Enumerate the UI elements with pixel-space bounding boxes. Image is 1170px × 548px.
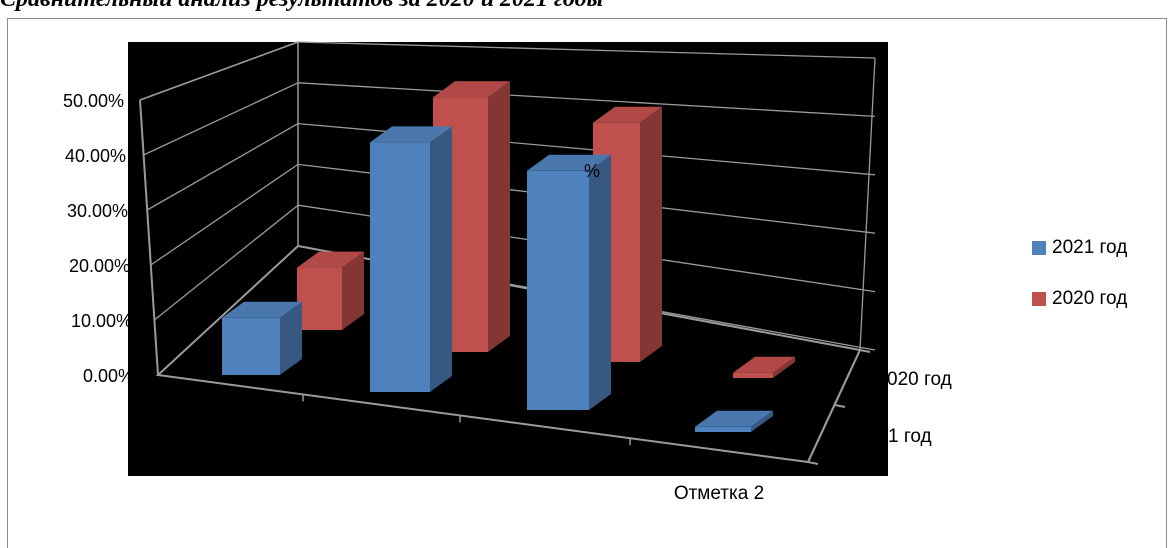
y-tick-label: 40.00%	[65, 146, 126, 166]
legend-label-2021: 2021 год	[1052, 237, 1128, 258]
y-tick-label: 10.00%	[71, 311, 132, 331]
bar-2020-3-top	[733, 356, 795, 373]
y-tick-label: 20.00%	[69, 256, 130, 276]
bar-2020-3-side	[773, 356, 795, 378]
x-category-label: Отметка 2	[674, 483, 764, 504]
legend-item-2021: 2021 год	[1032, 236, 1127, 260]
depth-axis	[807, 349, 861, 463]
bar-2021-3-side	[751, 410, 773, 432]
gridline-left-2	[150, 163, 299, 266]
gridline-left-1	[153, 204, 299, 321]
gridline-left-3	[146, 123, 299, 211]
depth-tick-2	[859, 349, 871, 353]
bar-2020-3-front	[733, 372, 773, 378]
bar-2021-3-top	[695, 410, 773, 427]
bar-2021-3-front	[695, 426, 751, 432]
bar-2021-1-front	[370, 142, 430, 392]
legend-label-2020: 2020 год	[1052, 288, 1128, 309]
bar-2021-0-side	[280, 301, 302, 375]
bar-2021-1-top	[370, 126, 452, 143]
gridline-left-4	[143, 82, 299, 156]
bar-2021-2-top	[527, 154, 611, 171]
bar-2021-0-front	[222, 317, 280, 375]
gridline-left-5	[139, 41, 299, 101]
bar-2020-0-front	[297, 267, 342, 330]
bar-2020-1-side	[488, 81, 510, 352]
bar-2020-0-top	[297, 251, 364, 268]
chart-frame	[7, 18, 1167, 548]
bar-2020-0-side	[342, 251, 364, 330]
depth-tick-1	[834, 404, 846, 408]
left-wall-front-edge	[139, 99, 159, 376]
depth-tick-0	[807, 461, 819, 465]
y-tick-label: 0.00%	[83, 366, 134, 386]
y-tick-label: 50.00%	[63, 91, 124, 111]
bar-2020-2-top	[593, 106, 662, 123]
legend-swatch-2021	[1032, 241, 1046, 255]
bar-2020-2-side	[640, 106, 662, 362]
bar-2021-2-front	[527, 170, 589, 410]
bar-chart-3d: 0.00% 10.00% 20.00% 30.00% 40.00% 50.00%% Отме…	[63, 41, 952, 504]
chart-legend: 2021 год 2020 год	[1032, 236, 1127, 338]
bar-2021-0-top	[222, 301, 302, 318]
data-label: %	[584, 161, 600, 181]
depth-label-2020: 020 год	[887, 369, 952, 390]
right-back-edge	[859, 57, 876, 351]
legend-swatch-2020	[1032, 292, 1046, 306]
legend-item-2020: 2020 год	[1032, 287, 1127, 311]
bar-2021-2-side	[589, 154, 611, 410]
bar-2020-1-top	[433, 81, 510, 98]
bar-2021-1-side	[430, 126, 452, 393]
y-tick-label: 30.00%	[67, 201, 128, 221]
depth-label-2021: 1 год	[888, 426, 932, 447]
gridline-back-4	[297, 82, 876, 118]
chart-heading: Сравнительный анализ результатов за 2020…	[0, 0, 603, 13]
gridline-left-0	[157, 245, 299, 376]
gridline-back-5	[297, 41, 876, 59]
